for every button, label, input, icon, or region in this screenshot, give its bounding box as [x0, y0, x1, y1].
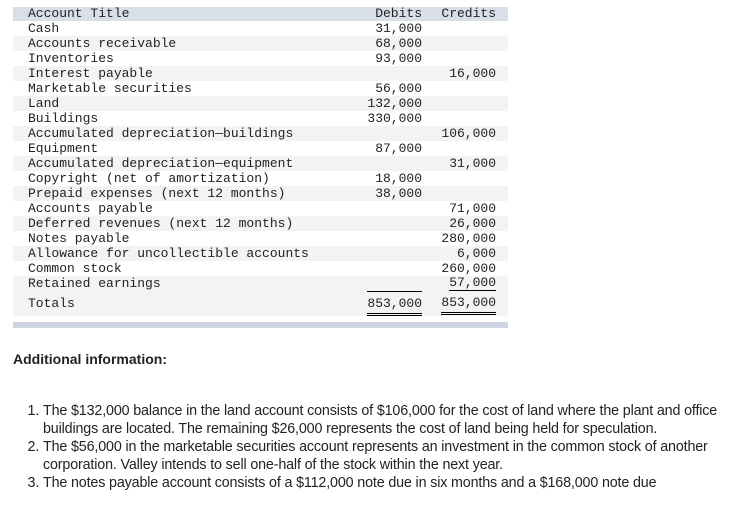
table-row: Buildings 330,000 [13, 111, 508, 126]
account-title: Equipment [28, 141, 99, 156]
account-title: Marketable securities [28, 81, 192, 96]
account-title: Inventories [28, 51, 114, 66]
account-title: Allowance for uncollectible accounts [28, 246, 309, 261]
account-title: Buildings [28, 111, 99, 126]
additional-info-list: The $132,000 balance in the land account… [0, 402, 730, 492]
debit-amount: 31,000 [375, 21, 422, 36]
account-title: Deferred revenues (next 12 months) [28, 216, 294, 231]
table-row: Deferred revenues (next 12 months) 26,000 [13, 216, 508, 231]
list-item: The $132,000 balance in the land account… [43, 402, 730, 438]
table-row: Common stock 260,000 [13, 261, 508, 276]
account-title: Prepaid expenses (next 12 months) [28, 186, 286, 201]
debit-amount: 56,000 [375, 81, 422, 96]
totals-label: Totals [28, 296, 75, 311]
debit-amount: 132,000 [367, 96, 422, 111]
account-title: Land [28, 96, 60, 111]
account-title: Copyright (net of amortization) [28, 171, 270, 186]
table-row: Cash 31,000 [13, 21, 508, 36]
account-title: Cash [28, 21, 60, 36]
debit-amount: 330,000 [367, 111, 422, 126]
table-header: Account Title Debits Credits [13, 7, 508, 21]
credit-amount: 31,000 [449, 156, 496, 171]
table-row: Prepaid expenses (next 12 months) 38,000 [13, 186, 508, 201]
additional-info-heading: Additional information: [13, 351, 167, 367]
table-bottom-bar [13, 322, 508, 328]
account-title: Common stock [28, 261, 122, 276]
trial-balance-table: Account Title Debits Credits Cash 31,000 A… [13, 7, 508, 316]
credit-amount: 16,000 [449, 66, 496, 81]
credit-amount: 260,000 [441, 261, 496, 276]
account-title: Accounts payable [28, 201, 153, 216]
header-account-title: Account Title [28, 6, 130, 21]
account-title: Interest payable [28, 66, 153, 81]
table-row: Accumulated depreciation—buildings 106,00… [13, 126, 508, 141]
debit-amount: 68,000 [375, 36, 422, 51]
list-item: The notes payable account consists of a … [43, 474, 730, 492]
table-row: Accumulated depreciation—equipment 31,000 [13, 156, 508, 171]
table-row: Land 132,000 [13, 96, 508, 111]
debit-amount: 93,000 [375, 51, 422, 66]
list-item: The $56,000 in the marketable securities… [43, 438, 730, 474]
table-row: Interest payable 16,000 [13, 66, 508, 81]
account-title: Notes payable [28, 231, 130, 246]
credit-amount: 71,000 [449, 201, 496, 216]
debit-amount: 87,000 [375, 141, 422, 156]
table-row: Retained earnings 57,000 [13, 276, 508, 291]
table-row: Notes payable 280,000 [13, 231, 508, 246]
totals-row: Totals 853,000 853,000 [13, 291, 508, 316]
header-credits: Credits [441, 6, 496, 21]
account-title: Retained earnings [28, 276, 161, 291]
credit-amount: 6,000 [456, 246, 496, 261]
table-row: Accounts payable 71,000 [13, 201, 508, 216]
credit-amount: 26,000 [449, 216, 496, 231]
account-title: Accounts receivable [28, 36, 177, 51]
table-row: Allowance for uncollectible accounts 6,00… [13, 246, 508, 261]
debit-amount: 38,000 [375, 186, 422, 201]
table-row: Accounts receivable 68,000 [13, 36, 508, 51]
credit-amount: 280,000 [441, 231, 496, 246]
header-debits: Debits [375, 6, 422, 21]
credit-amount: 106,000 [441, 126, 496, 141]
table-row: Marketable securities 56,000 [13, 81, 508, 96]
table-row: Inventories 93,000 [13, 51, 508, 66]
account-title: Accumulated depreciation—equipment [28, 156, 294, 171]
account-title: Accumulated depreciation—buildings [28, 126, 294, 141]
debit-amount: 18,000 [375, 171, 422, 186]
table-row: Equipment 87,000 [13, 141, 508, 156]
table-row: Copyright (net of amortization) 18,000 [13, 171, 508, 186]
totals-credit: 853,000 [441, 291, 496, 315]
credit-amount: 57,000 [449, 275, 496, 291]
totals-debit: 853,000 [367, 291, 422, 316]
